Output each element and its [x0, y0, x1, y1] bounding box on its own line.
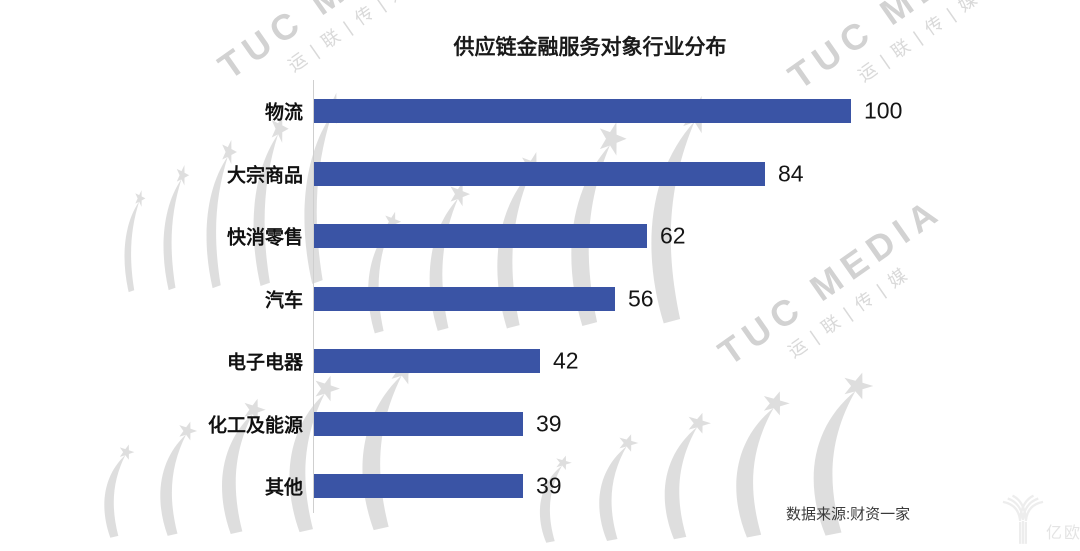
yiou-logo-label: 亿欧 [1046, 525, 1080, 542]
value-label: 56 [628, 285, 654, 311]
axis-line [313, 80, 314, 513]
bar [314, 99, 851, 123]
watermark-swoosh-icon [530, 372, 880, 551]
bar [314, 286, 615, 311]
bar-row: 其他 39 [0, 472, 1080, 499]
bar-row: 化工及能源 39 [0, 410, 1080, 436]
value-label: 84 [778, 160, 804, 186]
yiou-logo-icon [1002, 494, 1044, 544]
bar-row: 汽车 56 [0, 285, 1080, 311]
value-label: 100 [864, 97, 903, 124]
bar [314, 224, 647, 248]
bar-row: 大宗商品 84 [0, 160, 1080, 186]
value-label: 39 [536, 410, 562, 436]
watermark-swoosh-icon [95, 355, 425, 551]
category-label: 汽车 [264, 290, 303, 311]
category-label: 快消零售 [226, 227, 303, 249]
bar-row: 快消零售 62 [0, 222, 1080, 249]
bar [314, 349, 540, 373]
watermark-brand-text: TUC MEDIA 运|联|传|媒 [733, 0, 1080, 153]
bar [314, 161, 765, 186]
category-label: 大宗商品 [226, 165, 303, 186]
category-label: 化工及能源 [207, 415, 303, 436]
value-label: 42 [553, 347, 579, 374]
category-label: 电子电器 [226, 352, 303, 374]
bar [314, 474, 523, 498]
bar [314, 411, 523, 436]
watermark-subtext: 运|联|传|媒 [854, 0, 989, 87]
category-label: 其他 [264, 477, 303, 499]
yiou-logo: 亿欧 [1002, 494, 1080, 546]
source-note: 数据来源:财资一家 [786, 506, 911, 523]
bar-row: 物流 100 [0, 97, 1080, 124]
bar-row: 电子电器 42 [0, 347, 1080, 374]
value-label: 39 [536, 472, 562, 499]
category-label: 物流 [264, 102, 303, 124]
value-label: 62 [660, 222, 686, 249]
chart-title: 供应链金融服务对象行业分布 [453, 36, 727, 59]
